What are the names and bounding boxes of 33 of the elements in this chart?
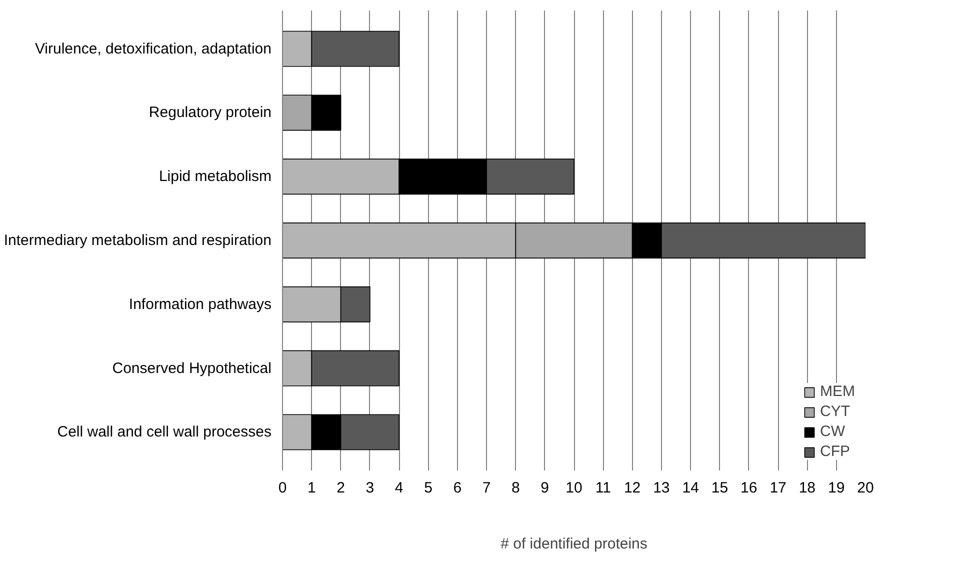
x-tick-label: 17	[770, 480, 786, 496]
x-axis-title: # of identified proteins	[500, 536, 648, 552]
x-tick-label: 4	[394, 480, 404, 496]
x-tick-label: 12	[624, 480, 641, 496]
x-tick-label: 9	[540, 480, 550, 496]
legend-label: CW	[820, 423, 845, 440]
y-tick-label: Lipid metabolism	[158, 168, 272, 186]
x-tick-label: 3	[366, 480, 374, 496]
x-tick-label: 0	[278, 480, 287, 496]
y-tick-label: Conserved Hypothetical	[112, 360, 272, 377]
x-tick-label: 6	[453, 480, 462, 496]
x-tick-label: 19	[828, 480, 845, 496]
x-tick-label: 15	[711, 480, 728, 496]
legend-label: CFP	[820, 443, 850, 460]
x-tick-label: 2	[336, 480, 345, 496]
x-tick-label: 5	[424, 480, 432, 496]
legend-label: MEM	[820, 383, 855, 400]
x-tick-label: 14	[682, 480, 699, 496]
y-tick-label: Regulatory protein	[148, 104, 272, 122]
x-tick-label: 20	[857, 480, 874, 496]
x-tick-label: 16	[740, 480, 758, 496]
x-tick-label: 8	[512, 480, 520, 496]
x-tick-label: 1	[307, 480, 316, 496]
y-tick-label: Intermediary metabolism and respiration	[4, 232, 272, 249]
y-tick-label: Information pathways	[128, 296, 272, 313]
x-tick-label: 10	[566, 480, 582, 496]
x-tick-label: 11	[595, 480, 611, 496]
legend-label: CYT	[820, 403, 850, 420]
y-tick-label: Cell wall and cell wall processes	[57, 424, 272, 441]
x-tick-label: 13	[653, 480, 670, 496]
y-tick-label: Virulence, detoxification, adaptation	[34, 40, 272, 58]
x-tick-label: 18	[798, 480, 816, 496]
x-tick-label: 7	[482, 480, 491, 496]
